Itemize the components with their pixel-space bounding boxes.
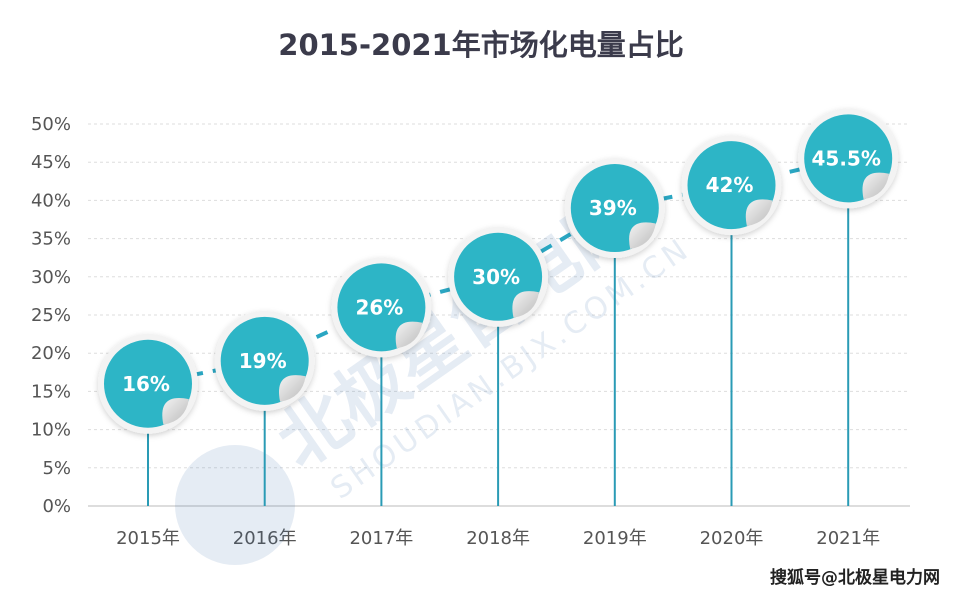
data-label: 19% [239,349,287,373]
x-tick-label: 2020年 [700,528,764,549]
data-label: 39% [589,196,637,220]
peel-corner [278,375,306,402]
x-tick-label: 2021年 [816,528,880,549]
y-tick-label: 25% [31,305,71,326]
y-tick-label: 5% [42,458,71,479]
peel-corner [629,222,656,249]
y-tick-label: 30% [31,267,71,288]
data-point: 39% [564,158,665,259]
y-tick-label: 15% [31,381,71,402]
y-tick-label: 50% [31,114,71,135]
source-label: 搜狐号@北极星电力网 [770,567,940,588]
peel-corner [745,199,773,227]
data-point: 16% [98,333,198,434]
peel-corner [162,398,189,425]
x-tick-label: 2019年 [583,528,647,549]
watermark-logo [175,445,295,565]
peel-corner [395,321,423,349]
y-tick-label: 20% [31,343,71,364]
data-point: 42% [681,135,782,236]
x-tick-label: 2015年 [116,528,180,549]
peel-corner [862,172,890,200]
y-tick-label: 45% [31,152,71,173]
chart-title: 2015-2021年市场化电量占比 [278,28,683,62]
x-tick-label: 2018年 [466,528,530,549]
peel-corner [512,291,540,318]
data-point: 30% [448,226,549,327]
data-label: 42% [706,173,754,197]
y-tick-label: 10% [31,420,71,441]
data-label: 16% [122,372,170,396]
data-label: 30% [472,265,520,289]
data-point: 45.5% [798,108,899,209]
data-point: 19% [214,310,315,411]
x-tick-label: 2017年 [349,528,413,549]
x-tick-label: 2016年 [233,528,297,549]
y-tick-label: 40% [31,190,71,211]
data-label: 45.5% [812,146,881,170]
y-tick-label: 35% [31,229,71,250]
y-tick-label: 0% [42,496,71,517]
data-label: 26% [355,295,403,319]
data-point: 26% [331,257,432,358]
